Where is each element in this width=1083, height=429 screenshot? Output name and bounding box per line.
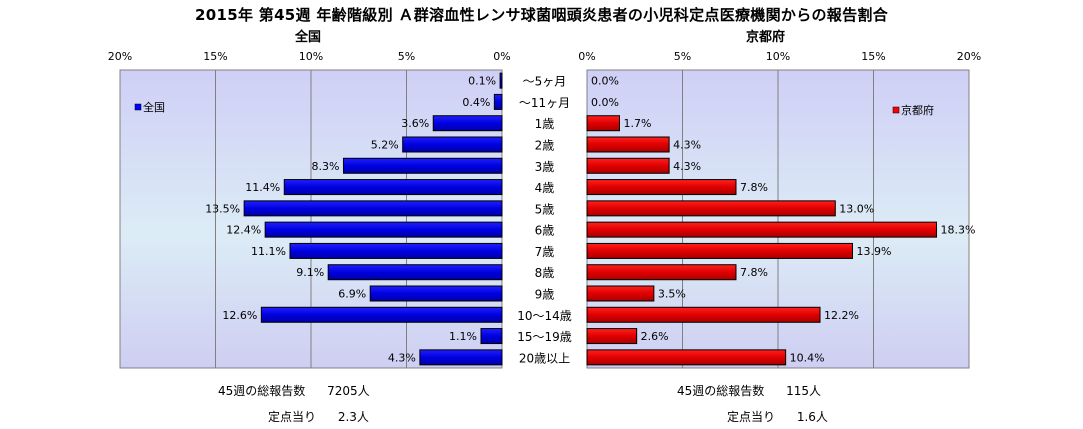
kyoto-bar <box>586 349 787 366</box>
national-per-label: 定点当り <box>268 410 317 424</box>
national-bar <box>419 349 503 366</box>
national-data-label: 0.4% <box>462 96 490 109</box>
kyoto-data-label: 13.0% <box>839 202 874 215</box>
category-label: 1歳 <box>535 117 555 131</box>
category-label: 7歳 <box>535 245 555 259</box>
national-bar <box>283 179 503 196</box>
kyoto-data-label: 2.6% <box>641 330 669 343</box>
category-label: 3歳 <box>535 160 555 174</box>
category-label: 9歳 <box>535 288 555 302</box>
national-data-label: 4.3% <box>388 351 416 364</box>
national-bar <box>499 72 503 89</box>
chart-title: 2015年 第45週 年齢階級別 Ａ群溶血性レンサ球菌咽頭炎患者の小児科定点医療… <box>195 6 888 24</box>
national-data-label: 13.5% <box>205 202 240 215</box>
category-label: ～5ヶ月 <box>523 75 567 89</box>
kyoto-bar <box>586 200 836 217</box>
category-label: 8歳 <box>535 266 555 280</box>
kyoto-legend-swatch <box>892 106 900 114</box>
kyoto-per-sentinel: 定点当り 1.6人 <box>727 408 828 425</box>
national-data-label: 9.1% <box>296 266 324 279</box>
national-data-label: 8.3% <box>312 160 340 173</box>
national-data-label: 11.4% <box>245 181 280 194</box>
kyoto-tick-label: 10% <box>766 50 790 63</box>
kyoto-total-reports: 45週の総報告数 115人 <box>677 382 821 399</box>
national-bar <box>243 200 503 217</box>
national-data-label: 12.4% <box>226 224 261 237</box>
kyoto-data-label: 7.8% <box>740 266 768 279</box>
kyoto-bar <box>586 157 670 174</box>
category-label: 10～14歳 <box>517 309 572 323</box>
national-data-label: 11.1% <box>251 245 286 258</box>
kyoto-legend-label: 京都府 <box>901 103 934 117</box>
national-per-value: 2.3人 <box>337 410 369 424</box>
national-data-label: 3.6% <box>401 117 429 130</box>
kyoto-total-label: 45週の総報告数 <box>677 384 765 398</box>
national-data-label: 0.1% <box>468 75 496 88</box>
national-legend-label: 全国 <box>143 100 165 114</box>
national-data-label: 1.1% <box>449 330 477 343</box>
kyoto-bar <box>586 264 737 281</box>
national-per-sentinel: 定点当り 2.3人 <box>268 408 369 425</box>
national-total-label: 45週の総報告数 <box>218 384 306 398</box>
kyoto-bar <box>586 115 620 132</box>
kyoto-tick-label: 15% <box>861 50 885 63</box>
category-label: 20歳以上 <box>519 351 570 365</box>
category-label: 6歳 <box>535 224 555 238</box>
national-total-reports: 45週の総報告数 7205人 <box>218 382 370 399</box>
kyoto-data-label: 0.0% <box>591 96 619 109</box>
kyoto-bar <box>586 285 655 302</box>
national-bar <box>493 93 503 110</box>
kyoto-per-value: 1.6人 <box>796 410 828 424</box>
kyoto-data-label: 1.7% <box>623 117 651 130</box>
kyoto-data-label: 3.5% <box>658 288 686 301</box>
kyoto-data-label: 12.2% <box>824 309 859 322</box>
national-bar <box>369 285 503 302</box>
national-tick-label: 20% <box>108 50 132 63</box>
kyoto-bar <box>586 306 821 323</box>
kyoto-bar <box>586 328 638 345</box>
national-bar <box>260 306 503 323</box>
national-data-label: 5.2% <box>371 139 399 152</box>
national-total-value: 7205人 <box>327 384 370 398</box>
kyoto-data-label: 18.3% <box>941 224 976 237</box>
national-tick-label: 0% <box>493 50 510 63</box>
national-bar <box>402 136 503 153</box>
kyoto-bar <box>586 136 670 153</box>
kyoto-data-label: 13.9% <box>856 245 891 258</box>
national-tick-label: 10% <box>299 50 323 63</box>
kyoto-bar <box>586 221 938 238</box>
national-tick-label: 5% <box>398 50 415 63</box>
category-label: 2歳 <box>535 139 555 153</box>
kyoto-data-label: 7.8% <box>740 181 768 194</box>
kyoto-data-label: 4.3% <box>673 160 701 173</box>
national-bar <box>327 264 503 281</box>
kyoto-per-label: 定点当り <box>727 410 776 424</box>
national-bar <box>342 157 503 174</box>
national-data-label: 6.9% <box>338 288 366 301</box>
category-label: 15～19歳 <box>517 330 572 344</box>
kyoto-total-value: 115人 <box>786 384 822 398</box>
national-bar <box>432 115 503 132</box>
national-bar <box>480 328 503 345</box>
national-data-label: 12.6% <box>222 309 257 322</box>
kyoto-subtitle: 京都府 <box>746 30 786 45</box>
national-tick-label: 15% <box>203 50 227 63</box>
kyoto-tick-label: 20% <box>957 50 981 63</box>
kyoto-bar <box>586 179 737 196</box>
national-legend-swatch <box>134 103 142 111</box>
kyoto-bar <box>586 242 853 259</box>
national-bar <box>289 242 503 259</box>
category-label: ～11ヶ月 <box>519 96 570 110</box>
category-label: 5歳 <box>535 202 555 216</box>
kyoto-tick-label: 0% <box>578 50 595 63</box>
kyoto-data-label: 0.0% <box>591 75 619 88</box>
national-bar <box>264 221 503 238</box>
kyoto-data-label: 10.4% <box>790 351 825 364</box>
kyoto-tick-label: 5% <box>674 50 691 63</box>
kyoto-data-label: 4.3% <box>673 139 701 152</box>
national-subtitle: 全国 <box>295 30 322 45</box>
category-label: 4歳 <box>535 181 555 195</box>
